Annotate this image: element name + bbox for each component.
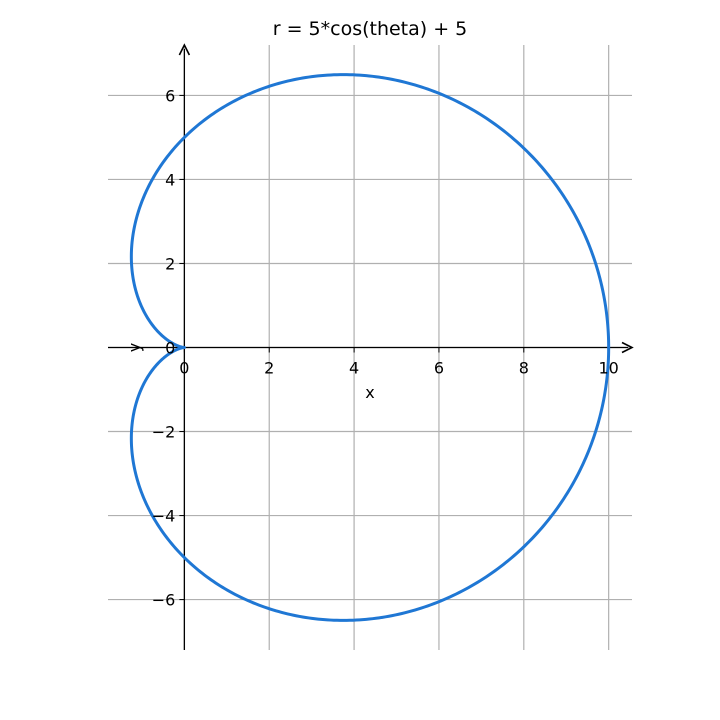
y-tick-label--2: −2 <box>152 423 176 442</box>
x-axis-arrow-icon <box>621 341 634 354</box>
x-tick-label-8: 8 <box>519 359 529 378</box>
x-tick-label-6: 6 <box>434 359 444 378</box>
x-tick-label-4: 4 <box>349 359 359 378</box>
y-tick-label-2: 2 <box>165 254 175 273</box>
y-tick-label-6: 6 <box>165 86 175 105</box>
x-tick-label-10: 10 <box>598 359 618 378</box>
tick-labels: 0 2 4 6 8 10 −6 −4 −2 0 2 4 6 <box>152 86 619 609</box>
chart-title: r = 5*cos(theta) + 5 <box>273 18 468 40</box>
y-tick-label--4: −4 <box>152 507 176 526</box>
x-axis-label: x <box>365 383 374 402</box>
y-tick-label-0: 0 <box>165 339 175 358</box>
curve-layer <box>129 73 611 622</box>
cardioid-curve <box>129 73 611 622</box>
y-axis-label: y <box>125 343 144 352</box>
y-axis-arrow-icon <box>178 43 191 56</box>
x-tick-label-0: 0 <box>179 359 189 378</box>
x-tick-label-2: 2 <box>264 359 274 378</box>
y-tick-label--6: −6 <box>152 591 176 610</box>
y-tick-label-4: 4 <box>165 170 175 189</box>
